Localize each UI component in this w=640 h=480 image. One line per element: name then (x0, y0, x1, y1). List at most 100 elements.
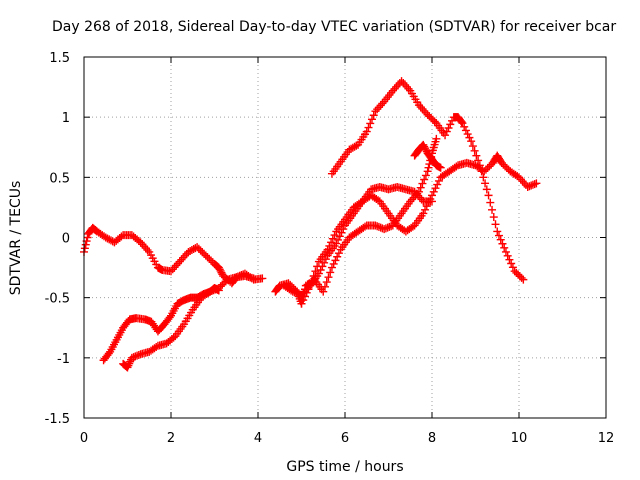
data-point (133, 351, 142, 360)
x-tick-label: 10 (511, 431, 528, 446)
y-tick-label: -0.5 (45, 292, 70, 307)
data-point (520, 179, 529, 188)
data-point (428, 115, 437, 124)
data-point (423, 110, 432, 119)
data-point (519, 275, 528, 284)
x-tick-label: 2 (167, 431, 175, 446)
data-point (297, 291, 306, 300)
data-point (187, 246, 196, 255)
y-axis-label: SDTVAR / TECUs (8, 181, 24, 296)
data-point (436, 163, 445, 172)
data-point (127, 353, 136, 362)
data-point (179, 253, 188, 262)
data-point (429, 187, 438, 196)
data-point (152, 343, 161, 352)
data-point (300, 292, 309, 301)
data-point (165, 313, 174, 322)
grid-lines (84, 57, 606, 418)
data-point (215, 265, 224, 274)
data-point (330, 231, 339, 240)
data-point (125, 359, 134, 368)
data-point (514, 270, 523, 279)
data-point (329, 259, 338, 268)
data-point (397, 77, 406, 86)
data-point (412, 189, 421, 198)
data-point (143, 246, 152, 255)
data-point (444, 123, 453, 132)
data-point (383, 223, 392, 232)
data-point (322, 278, 331, 287)
data-point (479, 173, 488, 182)
data-point (452, 162, 461, 171)
data-point (414, 101, 423, 110)
data-point (428, 191, 436, 200)
data-point (427, 114, 436, 123)
y-tick-label: 1 (62, 111, 70, 126)
data-point (123, 363, 132, 372)
data-point (337, 228, 346, 237)
data-point (499, 160, 508, 169)
data-point (216, 266, 225, 275)
data-point (323, 245, 332, 254)
data-point (422, 202, 431, 211)
data-point (126, 357, 135, 366)
data-point (198, 248, 207, 257)
data-point (290, 288, 299, 297)
data-point (194, 244, 203, 253)
data-point (191, 244, 200, 253)
series-track-F (297, 151, 541, 308)
y-tick-label: -1.5 (45, 412, 70, 427)
data-point (180, 251, 189, 260)
data-point (172, 261, 181, 270)
data-point (420, 106, 429, 115)
data-point (410, 187, 419, 196)
data-point (416, 183, 425, 192)
data-point (319, 287, 328, 296)
data-point (140, 242, 149, 251)
data-point (485, 162, 494, 171)
data-point (327, 263, 336, 272)
data-point (295, 290, 304, 299)
plot-frame (83, 56, 607, 419)
data-point (510, 267, 519, 276)
data-point (352, 141, 361, 150)
data-point (173, 259, 182, 268)
data-point (117, 232, 126, 241)
data-point (175, 257, 184, 266)
data-point (468, 142, 477, 151)
data-point (467, 137, 476, 146)
data-point (104, 349, 113, 358)
data-point (527, 181, 536, 190)
data-point (129, 353, 138, 362)
data-point (465, 133, 474, 142)
data-point (309, 272, 318, 281)
data-point (328, 234, 337, 243)
data-point (406, 197, 415, 206)
data-point (214, 263, 223, 272)
data-point (388, 86, 397, 95)
data-point (201, 251, 210, 260)
data-point (402, 82, 411, 91)
data-point (207, 256, 216, 265)
data-point (347, 144, 356, 153)
data-point (507, 259, 516, 268)
data-point (331, 256, 340, 265)
data-point (362, 127, 371, 136)
series-track-H (410, 140, 445, 172)
data-point (463, 130, 472, 139)
data-point (200, 249, 209, 258)
data-point (515, 173, 523, 182)
data-point (288, 287, 297, 296)
data-point (500, 243, 509, 252)
x-tick-label: 4 (254, 431, 262, 446)
data-point (169, 333, 178, 342)
data-point (193, 243, 202, 252)
data-point (167, 267, 175, 276)
data-point (416, 103, 425, 112)
data-point (138, 240, 147, 249)
data-point (374, 196, 383, 205)
data-point (414, 191, 423, 200)
data-point (361, 222, 370, 231)
data-point (491, 220, 500, 229)
data-point (177, 255, 186, 264)
